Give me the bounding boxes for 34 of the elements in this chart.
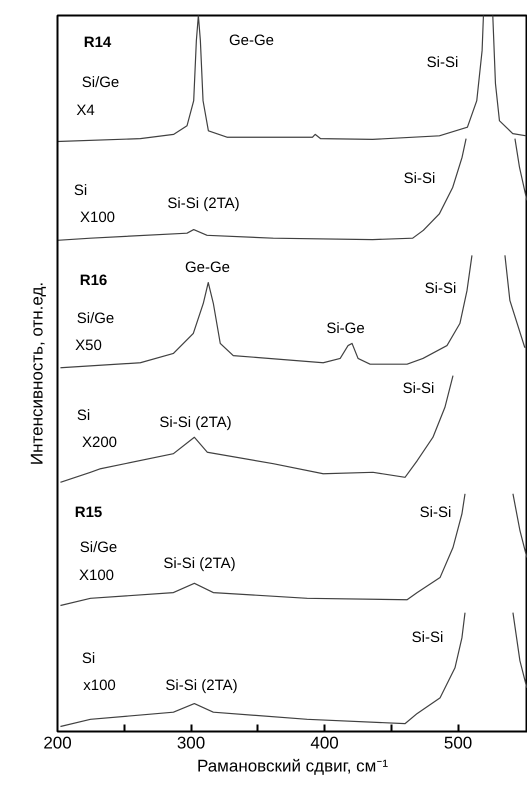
annotation: X100 <box>80 209 116 226</box>
annotation: Si-Si (2TA) <box>159 414 232 431</box>
annotation: Si <box>82 650 96 667</box>
annotation: X4 <box>76 102 95 119</box>
annotation: Si-Si <box>426 54 458 71</box>
annotation: Si-Si (2TA) <box>167 195 240 212</box>
x-tick-label: 300 <box>176 734 206 752</box>
annotation: X100 <box>78 567 114 584</box>
annotation: Si-Si <box>402 380 434 397</box>
annotation: Si <box>76 407 90 424</box>
annotation: R15 <box>74 504 102 521</box>
annotation: Si-Si (2TA) <box>163 555 236 572</box>
annotation: Si/Ge <box>80 539 118 556</box>
annotation: R16 <box>80 272 108 289</box>
annotation: X200 <box>82 434 118 451</box>
y-axis-title: Интенсивность, отн.ед. <box>28 282 46 466</box>
annotation: R14 <box>84 34 112 51</box>
annotation: Si-Si <box>412 629 444 646</box>
annotation: Si/Ge <box>76 310 114 327</box>
annotation: Si/Ge <box>82 74 120 91</box>
x-tick-label: 200 <box>43 734 72 752</box>
annotation: Si-Ge <box>326 320 365 337</box>
annotation: X50 <box>75 337 102 354</box>
annotation: Si <box>74 182 88 199</box>
annotation: Ge-Ge <box>184 259 230 276</box>
x-axis-title: Рамановский сдвиг, см⁻¹ <box>196 756 388 776</box>
x-tick-label: 400 <box>310 734 339 752</box>
annotation: Si-Si <box>404 170 436 187</box>
annotation: Si-Si (2TA) <box>165 677 238 694</box>
annotation: Ge-Ge <box>228 32 274 49</box>
annotation: Si-Si <box>420 504 452 521</box>
annotation: x100 <box>83 677 116 694</box>
annotation: Si-Si <box>424 280 456 297</box>
x-tick-label: 500 <box>444 734 472 752</box>
